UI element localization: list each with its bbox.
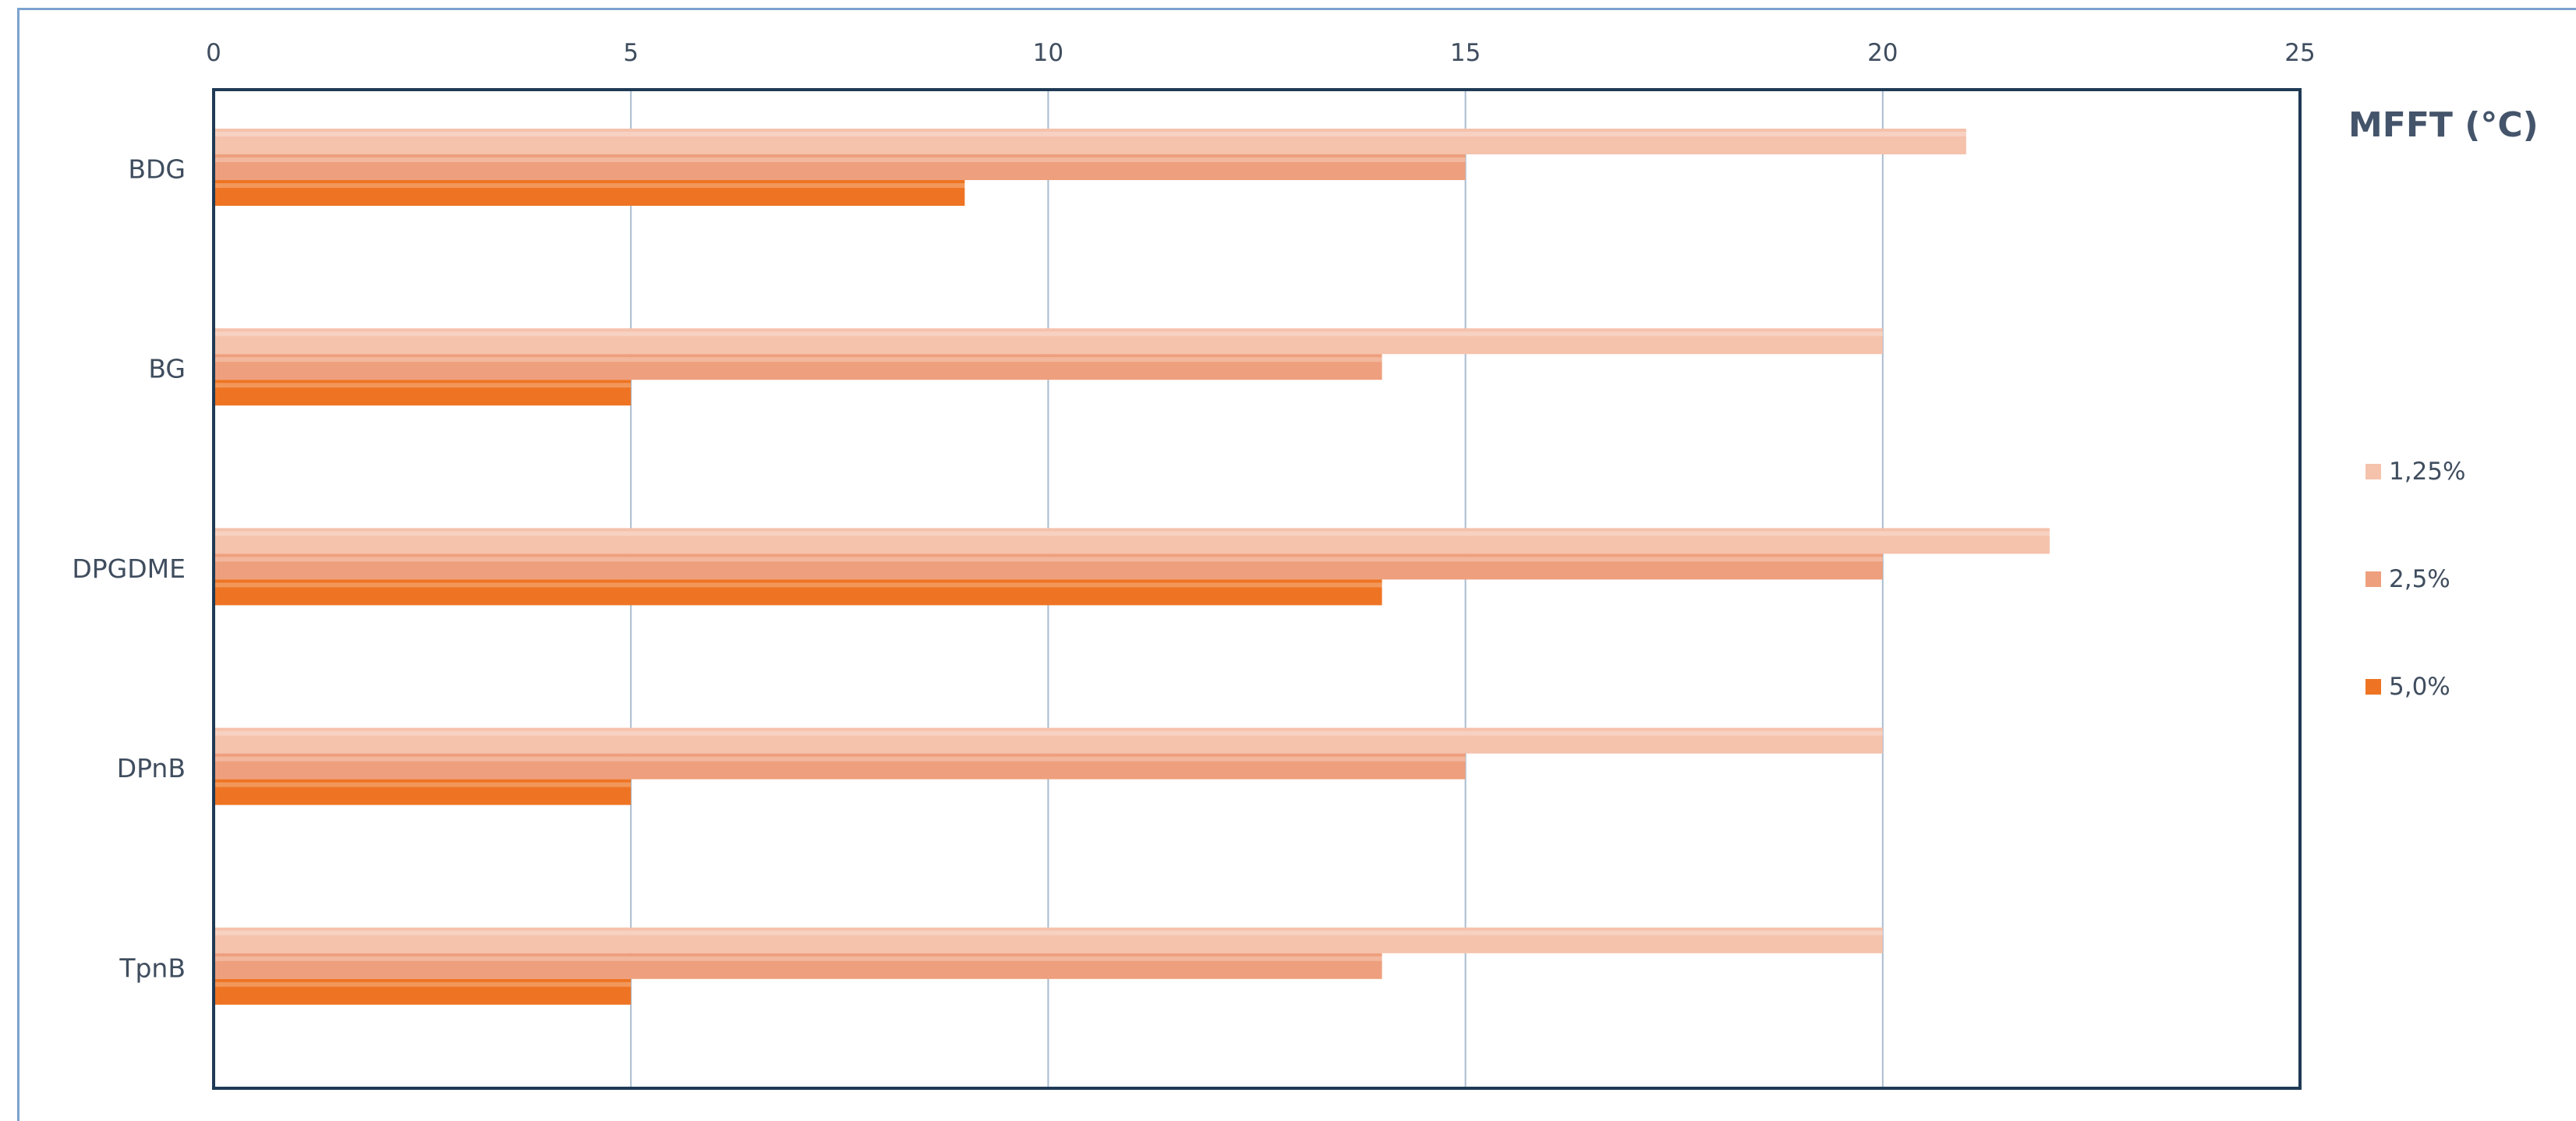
legend-label: 1,25% (2389, 458, 2465, 486)
axes (212, 88, 2302, 1090)
bar-highlight (214, 582, 1382, 588)
bar-highlight (214, 730, 1883, 736)
x-tick-label: 25 (2284, 39, 2315, 67)
bar-highlight (214, 981, 632, 987)
bar-highlight (214, 531, 2050, 536)
bar-dpnb-2 (214, 753, 1466, 780)
legend-swatch (2365, 571, 2381, 587)
x-tick-label: 0 (206, 39, 221, 67)
category-label: DPnB (117, 753, 186, 783)
bars (214, 129, 2050, 1005)
legend-swatch (2365, 679, 2381, 695)
category-labels: BDG BG DPGDME DPnB TpnB (72, 154, 186, 984)
bar-bdg-1 (214, 129, 1966, 154)
bar-highlight (214, 132, 1966, 136)
bar-highlight (214, 956, 1382, 961)
bar-highlight (214, 782, 632, 787)
legend: 1,25% 2,5% 5,0% (2365, 458, 2465, 701)
bar-dpgdme-1 (214, 528, 2050, 554)
bar-highlight (214, 756, 1466, 762)
legend-swatch (2365, 464, 2381, 479)
bar-tpnb-3 (214, 978, 632, 1005)
plot-border (212, 88, 2302, 1090)
category-label: DPGDME (72, 553, 186, 584)
category-label: TpnB (119, 953, 186, 983)
bar-highlight (214, 331, 1883, 337)
bar-dpgdme-3 (214, 579, 1382, 606)
bar-bg-1 (214, 328, 1883, 355)
chart-frame (17, 8, 2576, 1121)
bar-highlight (214, 930, 1883, 935)
bar-bdg-3 (214, 180, 965, 206)
category-label: BDG (128, 154, 186, 185)
bar-highlight (214, 557, 1883, 562)
category-label: BG (148, 354, 186, 384)
bar-bg-3 (214, 380, 632, 406)
bar-dpnb-1 (214, 727, 1883, 754)
legend-label: 2,5% (2389, 565, 2450, 593)
chart-title: MFFT (°C) (2348, 105, 2539, 145)
bar-highlight (214, 357, 1382, 362)
x-tick-label: 15 (1450, 39, 1481, 67)
x-tick-label: 5 (623, 39, 639, 67)
bar-bdg-2 (214, 154, 1466, 180)
bar-tpnb-2 (214, 953, 1382, 979)
x-tick-labels: 0 5 10 15 20 25 (206, 39, 2316, 67)
bar-tpnb-1 (214, 927, 1883, 953)
bar-highlight (214, 183, 965, 188)
bar-highlight (214, 383, 632, 388)
bar-highlight (214, 157, 1466, 162)
x-tick-label: 20 (1867, 39, 1898, 67)
bar-dpgdme-2 (214, 553, 1883, 580)
x-tick-label: 10 (1033, 39, 1063, 67)
bar-dpnb-3 (214, 779, 632, 805)
bar-bg-2 (214, 354, 1382, 380)
legend-label: 5,0% (2389, 673, 2450, 701)
